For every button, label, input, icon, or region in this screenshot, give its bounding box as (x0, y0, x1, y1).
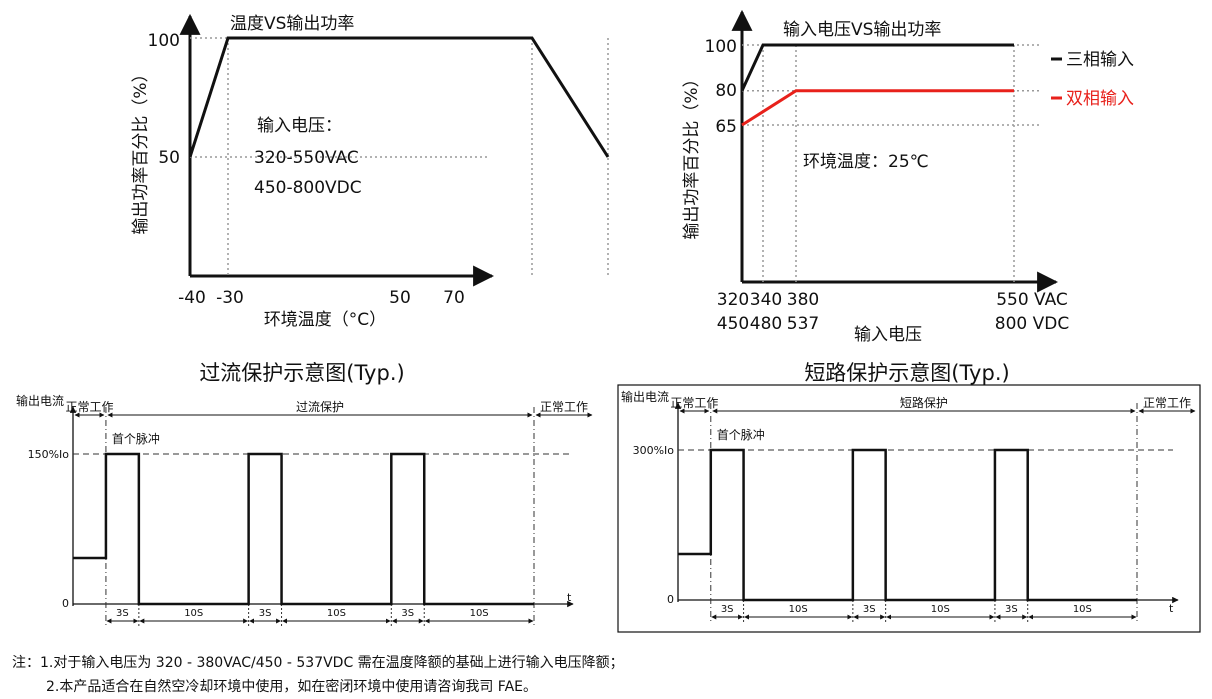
note-line-2: 2.本产品适合在自然空冷却环境中使用，如在密闭环境中使用请咨询我司 FAE。 (46, 679, 537, 695)
phase-label: 短路保护 (900, 395, 948, 410)
chart2-xtick-537: 537 (787, 314, 819, 334)
chart2-y-label: 输出功率百分比（%） (682, 70, 702, 239)
short-circuit-protection-chart: 短路保护示意图(Typ.) 输出电流 t 300%Io 0 正常工作 短路保护 正常… (617, 361, 1201, 633)
overcurrent-protection-chart: 过流保护示意图(Typ.) 输出电流 t 150%Io 0 正常工作 过流保护 正常… (16, 361, 593, 626)
phase-label: 正常工作 (540, 400, 588, 414)
chart1-ytick-100: 100 (148, 31, 180, 51)
chart1-annotation-dc: 450-800VDC (254, 178, 362, 198)
chart1-xtick-m40: -40 (178, 288, 206, 308)
chart4-title: 短路保护示意图(Typ.) (804, 361, 1009, 385)
chart2-xtick-340: 340 (750, 290, 782, 310)
chart1-derating-line (188, 36, 610, 158)
chart4-ytick-high: 300%Io (633, 444, 675, 457)
chart2-xtick-380: 380 (787, 290, 819, 310)
chart2-xtick-450: 450 (717, 314, 749, 334)
interval-label: 3S (116, 608, 129, 619)
interval-label: 10S (470, 608, 489, 619)
chart1-title: 温度VS输出功率 (230, 14, 354, 34)
interval-label: 10S (931, 604, 950, 615)
pulse-label: 首个脉冲 (112, 431, 160, 446)
phase-label: 正常工作 (670, 396, 718, 410)
chart2-ytick-65: 65 (715, 117, 737, 137)
interval-label: 10S (1073, 604, 1092, 615)
chart1-y-label: 输出功率百分比（%） (131, 65, 151, 234)
chart1-annotation-ac: 320-550VAC (254, 148, 359, 168)
chart2-annotation: 环境温度：25℃ (803, 152, 929, 172)
chart1-xtick-m30: -30 (216, 288, 244, 308)
chart4-current-waveform (678, 448, 1137, 602)
interval-label: 10S (789, 604, 808, 615)
interval-label: 3S (721, 604, 734, 615)
chart2-ytick-80: 80 (715, 81, 737, 101)
chart3-title: 过流保护示意图(Typ.) (199, 361, 404, 385)
chart3-y-label: 输出电流 (16, 393, 64, 408)
chart4-t-label: t (1169, 602, 1174, 615)
chart1-ytick-50: 50 (158, 148, 180, 168)
chart2-ytick-100: 100 (705, 37, 737, 57)
chart4-y-label: 输出电流 (621, 389, 669, 404)
chart1-annotation-title: 输入电压： (257, 116, 342, 136)
chart1-x-label: 环境温度（°C） (264, 310, 386, 330)
interval-label: 3S (863, 604, 876, 615)
voltage-derating-chart: 输入电压VS输出功率 100 80 65 320 340 380 550 VAC… (682, 9, 1134, 345)
chart2-x-label: 输入电压 (854, 325, 922, 345)
legend-three-phase-label: 三相输入 (1066, 50, 1134, 70)
chart1-xtick-50: 50 (389, 288, 411, 308)
chart2-xtick-550: 550 VAC (996, 290, 1068, 310)
interval-label: 3S (1005, 604, 1018, 615)
interval-label: 10S (184, 608, 203, 619)
interval-label: 10S (327, 608, 346, 619)
chart3-ytick-high: 150%Io (28, 448, 70, 461)
chart1-xtick-70: 70 (443, 288, 465, 308)
interval-label: 3S (401, 608, 414, 619)
chart3-current-waveform (73, 452, 534, 606)
chart2-xtick-800: 800 VDC (995, 314, 1069, 334)
note-line-1: 注：1.对于输入电压为 320 - 380VAC/450 - 537VDC 需在… (12, 655, 624, 671)
chart2-xtick-480: 480 (750, 314, 782, 334)
interval-label: 3S (259, 608, 272, 619)
pulse-label: 首个脉冲 (717, 427, 765, 442)
three-phase-line (740, 43, 1014, 92)
phase-label: 正常工作 (65, 400, 113, 414)
legend-two-phase-label: 双相输入 (1066, 89, 1134, 109)
chart3-ytick-zero: 0 (62, 597, 69, 610)
two-phase-line (741, 89, 1014, 127)
chart4-ytick-zero: 0 (667, 593, 674, 606)
chart3-t-label: t (567, 591, 572, 604)
chart4-frame (617, 384, 1201, 633)
temperature-derating-chart: 温度VS输出功率 100 50 -40 -30 50 70 环境温度（°C） 输… (131, 13, 610, 330)
phase-label: 过流保护 (296, 400, 344, 414)
phase-label: 正常工作 (1143, 396, 1191, 410)
chart2-xtick-320: 320 (717, 290, 749, 310)
chart2-title: 输入电压VS输出功率 (783, 20, 941, 40)
